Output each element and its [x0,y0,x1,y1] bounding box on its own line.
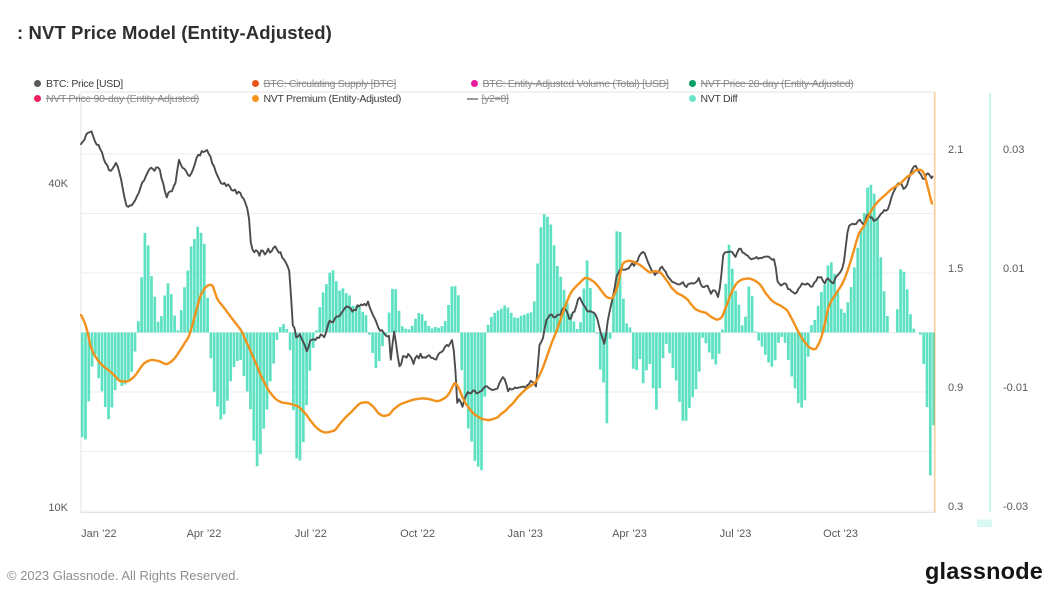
svg-text:Jul ’22: Jul ’22 [295,528,327,540]
svg-text:0.01: 0.01 [1003,263,1024,275]
svg-text:-0.01: -0.01 [1003,382,1028,394]
svg-text:1.5: 1.5 [948,263,963,275]
svg-text:-0.03: -0.03 [1003,501,1028,513]
svg-text:Jan ’22: Jan ’22 [81,528,116,540]
svg-text:Apr ’23: Apr ’23 [612,528,647,540]
svg-text:0.3: 0.3 [948,501,963,513]
svg-text:2.1: 2.1 [948,144,963,156]
svg-text:0.03: 0.03 [1003,144,1024,156]
svg-text:Jan ’23: Jan ’23 [507,528,542,540]
svg-text:10K: 10K [48,502,68,514]
svg-text:40K: 40K [48,178,68,190]
svg-text:Apr ’22: Apr ’22 [187,528,222,540]
svg-text:Oct ’22: Oct ’22 [400,528,435,540]
svg-text:Oct ’23: Oct ’23 [823,528,858,540]
svg-text:0.9: 0.9 [948,382,963,394]
svg-text:Jul ’23: Jul ’23 [720,528,752,540]
